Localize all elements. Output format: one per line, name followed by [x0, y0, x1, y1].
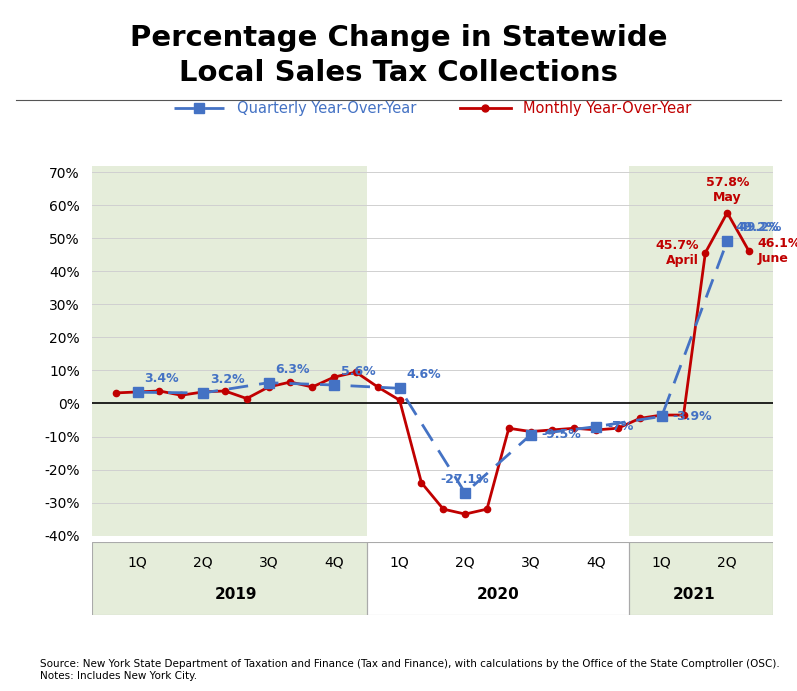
Text: -7%: -7% — [607, 420, 634, 433]
Legend: Quarterly Year-Over-Year, Monthly Year-Over-Year: Quarterly Year-Over-Year, Monthly Year-O… — [168, 95, 697, 122]
Text: 1Q: 1Q — [128, 556, 147, 570]
Text: 4Q: 4Q — [324, 556, 344, 570]
Bar — [92, 166, 367, 536]
Text: Percentage Change in Statewide
Local Sales Tax Collections: Percentage Change in Statewide Local Sal… — [130, 24, 667, 87]
Text: 57.8%
May: 57.8% May — [705, 176, 749, 205]
Bar — [367, 166, 629, 536]
Bar — [629, 542, 773, 615]
Text: 46.1%
June: 46.1% June — [757, 237, 797, 265]
Bar — [367, 542, 629, 615]
Text: 6.3%: 6.3% — [276, 363, 310, 376]
Text: 3.4%: 3.4% — [144, 372, 179, 386]
Bar — [367, 542, 629, 615]
Text: 2019: 2019 — [214, 587, 257, 602]
Text: 4.6%: 4.6% — [406, 368, 442, 381]
Text: 2Q: 2Q — [717, 556, 737, 570]
Text: 2Q: 2Q — [193, 556, 213, 570]
Text: 49.2%: 49.2% — [738, 221, 782, 234]
Text: 45.7%
April: 45.7% April — [655, 238, 698, 267]
Text: 2020: 2020 — [477, 587, 520, 602]
Text: 3Q: 3Q — [259, 556, 278, 570]
Bar — [92, 542, 367, 615]
Text: 3.2%: 3.2% — [210, 373, 245, 386]
Text: 3Q: 3Q — [521, 556, 540, 570]
Text: 1Q: 1Q — [390, 556, 410, 570]
Text: 2021: 2021 — [673, 587, 716, 602]
Bar — [629, 166, 773, 536]
Text: -27.1%: -27.1% — [441, 473, 489, 486]
Bar — [629, 542, 773, 615]
Text: 5.6%: 5.6% — [341, 365, 375, 378]
Text: 1Q: 1Q — [652, 556, 672, 570]
Text: 49.2%: 49.2% — [736, 221, 779, 234]
Text: 2Q: 2Q — [455, 556, 475, 570]
Text: -3.9%: -3.9% — [673, 410, 713, 423]
Text: 4Q: 4Q — [587, 556, 606, 570]
Text: Source: New York State Department of Taxation and Finance (Tax and Finance), wit: Source: New York State Department of Tax… — [40, 659, 779, 681]
Text: -9.5%: -9.5% — [542, 428, 582, 442]
Bar — [92, 542, 367, 615]
